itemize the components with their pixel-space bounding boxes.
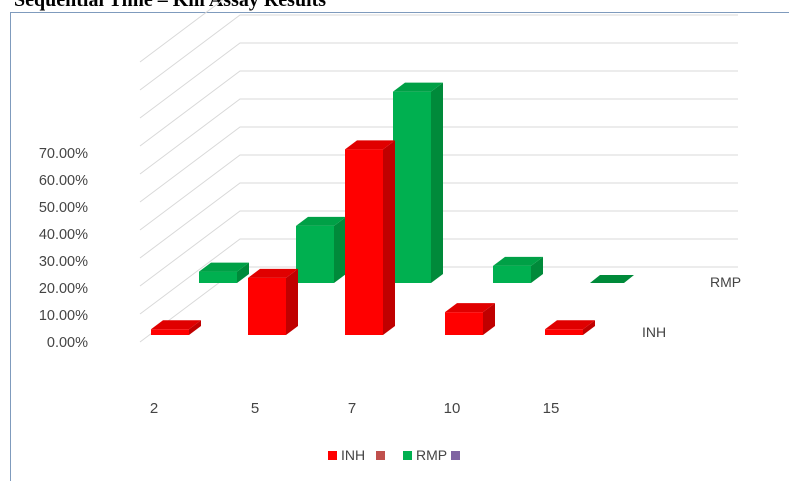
y-tick-label: 70.00% [39,146,88,162]
bar-inh-10-top [445,303,495,313]
legend-swatch [376,451,385,460]
y-tick-label: 20.00% [39,281,88,297]
bar-inh-5-top [248,268,298,278]
bar-rmp-10-side [531,256,543,283]
bar-inh-2 [151,329,189,335]
y-tick-label: 50.00% [39,200,88,216]
gridline [139,182,738,259]
gridline [139,126,738,203]
y-tick-label: 40.00% [39,227,88,243]
gridline [139,14,738,91]
bar-inh-5-side [286,268,298,335]
gridline [139,42,738,119]
x-tick-label: 7 [348,400,356,417]
bar-rmp-5-side [334,216,346,283]
chart-frame [10,12,789,481]
bar-inh-2-side [189,320,201,335]
y-tick-label: 10.00% [39,308,88,324]
bar-rmp-5-top [296,216,346,226]
legend-label: RMP [416,447,447,463]
bar-rmp-7-side [431,82,443,283]
x-tick-label: 2 [150,400,158,417]
series-depth-label-rmp: RMP [710,274,741,290]
bar-inh-15 [545,329,583,335]
y-tick-label: 30.00% [39,254,88,270]
legend-swatch [451,451,460,460]
gridline [139,210,738,287]
bar-rmp-5 [296,225,334,283]
x-tick-label: 15 [543,400,560,417]
bar-inh-10 [445,312,483,335]
gridline [139,70,738,147]
x-tick-label: 10 [444,400,461,417]
legend-label: INH [341,447,365,463]
bar-inh-5 [248,277,286,335]
bar-rmp-10 [493,265,531,283]
figure-caption: Sequential Time – Kill Assay Results [14,0,327,11]
gridline [139,0,224,63]
bar-rmp-2-top [199,262,249,272]
bar-rmp-10-top [493,256,543,266]
bar-inh-7-top [345,140,395,150]
bar-inh-10-side [483,303,495,335]
y-tick-label: 60.00% [39,173,88,189]
y-tick-label: 0.00% [47,335,88,351]
legend-swatch [328,451,337,460]
x-tick-label: 5 [251,400,259,417]
bar-rmp-15 [590,275,634,283]
gridline [139,154,738,231]
bar-inh-15-side [583,320,595,335]
bar-rmp-2 [199,271,237,283]
gridline [139,98,738,175]
bar-rmp-2-side [237,262,249,283]
bar-inh-7 [345,149,383,335]
gridline [139,238,738,315]
bar-rmp-7 [393,91,431,283]
legend-swatch [403,451,412,460]
bar-inh-7-side [383,140,395,335]
bar-inh-15-top [545,320,595,330]
bar-rmp-7-top [393,82,443,92]
bar-inh-2-top [151,320,201,330]
series-depth-label-inh: INH [642,324,666,340]
